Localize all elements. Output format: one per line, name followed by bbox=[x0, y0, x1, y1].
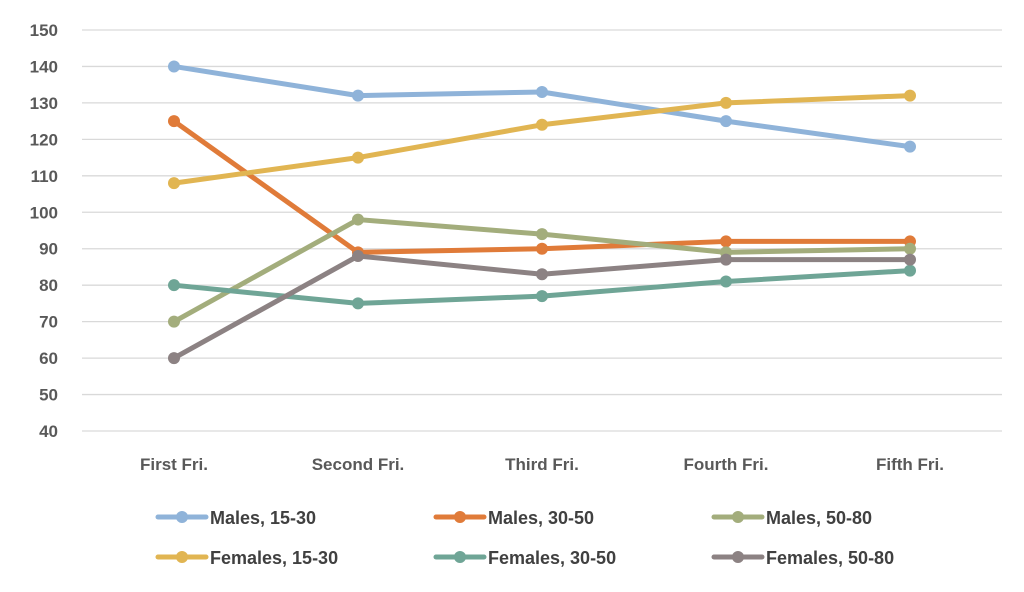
legend-label: Males, 50-80 bbox=[766, 508, 872, 528]
legend-label: Females, 30-50 bbox=[488, 548, 616, 568]
legend-swatch-marker bbox=[454, 511, 466, 523]
x-tick-label: Fourth Fri. bbox=[684, 455, 769, 474]
data-point bbox=[904, 242, 916, 255]
series-line bbox=[168, 89, 916, 190]
y-tick-label: 90 bbox=[39, 240, 58, 259]
legend-item: Females, 50-80 bbox=[711, 548, 894, 568]
y-tick-label: 40 bbox=[39, 422, 58, 441]
data-point bbox=[352, 250, 364, 263]
y-axis-tick-labels: 40 50 60 70 80 90 100 110 120 130 140 150 bbox=[30, 21, 58, 441]
y-tick-label: 80 bbox=[39, 276, 58, 295]
data-point bbox=[536, 268, 548, 281]
legend-swatch-marker bbox=[732, 511, 744, 523]
legend-item: Females, 30-50 bbox=[433, 548, 616, 568]
legend-item: Males, 50-80 bbox=[711, 508, 872, 528]
data-point bbox=[168, 279, 180, 292]
data-point bbox=[536, 85, 548, 98]
data-point bbox=[904, 264, 916, 277]
data-point bbox=[352, 297, 364, 310]
y-tick-label: 100 bbox=[30, 203, 58, 222]
data-point bbox=[720, 115, 732, 128]
legend: Males, 15-30 Males, 30-50 Males, 50-80 Fema… bbox=[155, 508, 894, 568]
data-point bbox=[720, 253, 732, 266]
data-point bbox=[720, 235, 732, 248]
data-point bbox=[536, 228, 548, 241]
series-path bbox=[171, 63, 913, 150]
y-tick-label: 120 bbox=[30, 130, 58, 149]
series-line bbox=[168, 264, 916, 310]
legend-item: Females, 15-30 bbox=[155, 548, 338, 568]
legend-label: Males, 30-50 bbox=[488, 508, 594, 528]
data-point bbox=[904, 89, 916, 102]
series-lines bbox=[168, 60, 916, 365]
legend-label: Females, 15-30 bbox=[210, 548, 338, 568]
data-point bbox=[720, 96, 732, 109]
data-point bbox=[168, 352, 180, 365]
y-tick-label: 130 bbox=[30, 94, 58, 113]
data-point bbox=[720, 275, 732, 288]
y-tick-label: 140 bbox=[30, 57, 58, 76]
y-tick-label: 70 bbox=[39, 313, 58, 332]
x-tick-label: First Fri. bbox=[140, 455, 208, 474]
data-point bbox=[168, 315, 180, 328]
x-tick-label: Fifth Fri. bbox=[876, 455, 944, 474]
data-point bbox=[904, 140, 916, 153]
data-point bbox=[536, 290, 548, 303]
data-point bbox=[168, 60, 180, 73]
legend-swatch-marker bbox=[176, 551, 188, 563]
data-point bbox=[352, 213, 364, 226]
y-tick-label: 60 bbox=[39, 349, 58, 368]
x-tick-label: Third Fri. bbox=[505, 455, 579, 474]
legend-item: Males, 30-50 bbox=[433, 508, 594, 528]
data-point bbox=[168, 177, 180, 190]
data-point bbox=[352, 89, 364, 102]
y-tick-label: 50 bbox=[39, 386, 58, 405]
x-tick-label: Second Fri. bbox=[312, 455, 405, 474]
legend-swatch-marker bbox=[732, 551, 744, 563]
data-point bbox=[536, 242, 548, 255]
legend-label: Males, 15-30 bbox=[210, 508, 316, 528]
y-tick-label: 150 bbox=[30, 21, 58, 40]
data-point bbox=[904, 253, 916, 266]
series-line bbox=[168, 250, 916, 365]
data-point bbox=[352, 151, 364, 164]
x-axis-tick-labels: First Fri. Second Fri. Third Fri. Fourth Fr… bbox=[140, 455, 944, 474]
legend-swatch-marker bbox=[176, 511, 188, 523]
legend-label: Females, 50-80 bbox=[766, 548, 894, 568]
legend-swatch-marker bbox=[454, 551, 466, 563]
legend-item: Males, 15-30 bbox=[155, 508, 316, 528]
data-point bbox=[168, 115, 180, 128]
series-line bbox=[168, 60, 916, 153]
y-tick-label: 110 bbox=[31, 167, 58, 186]
data-point bbox=[536, 118, 548, 131]
